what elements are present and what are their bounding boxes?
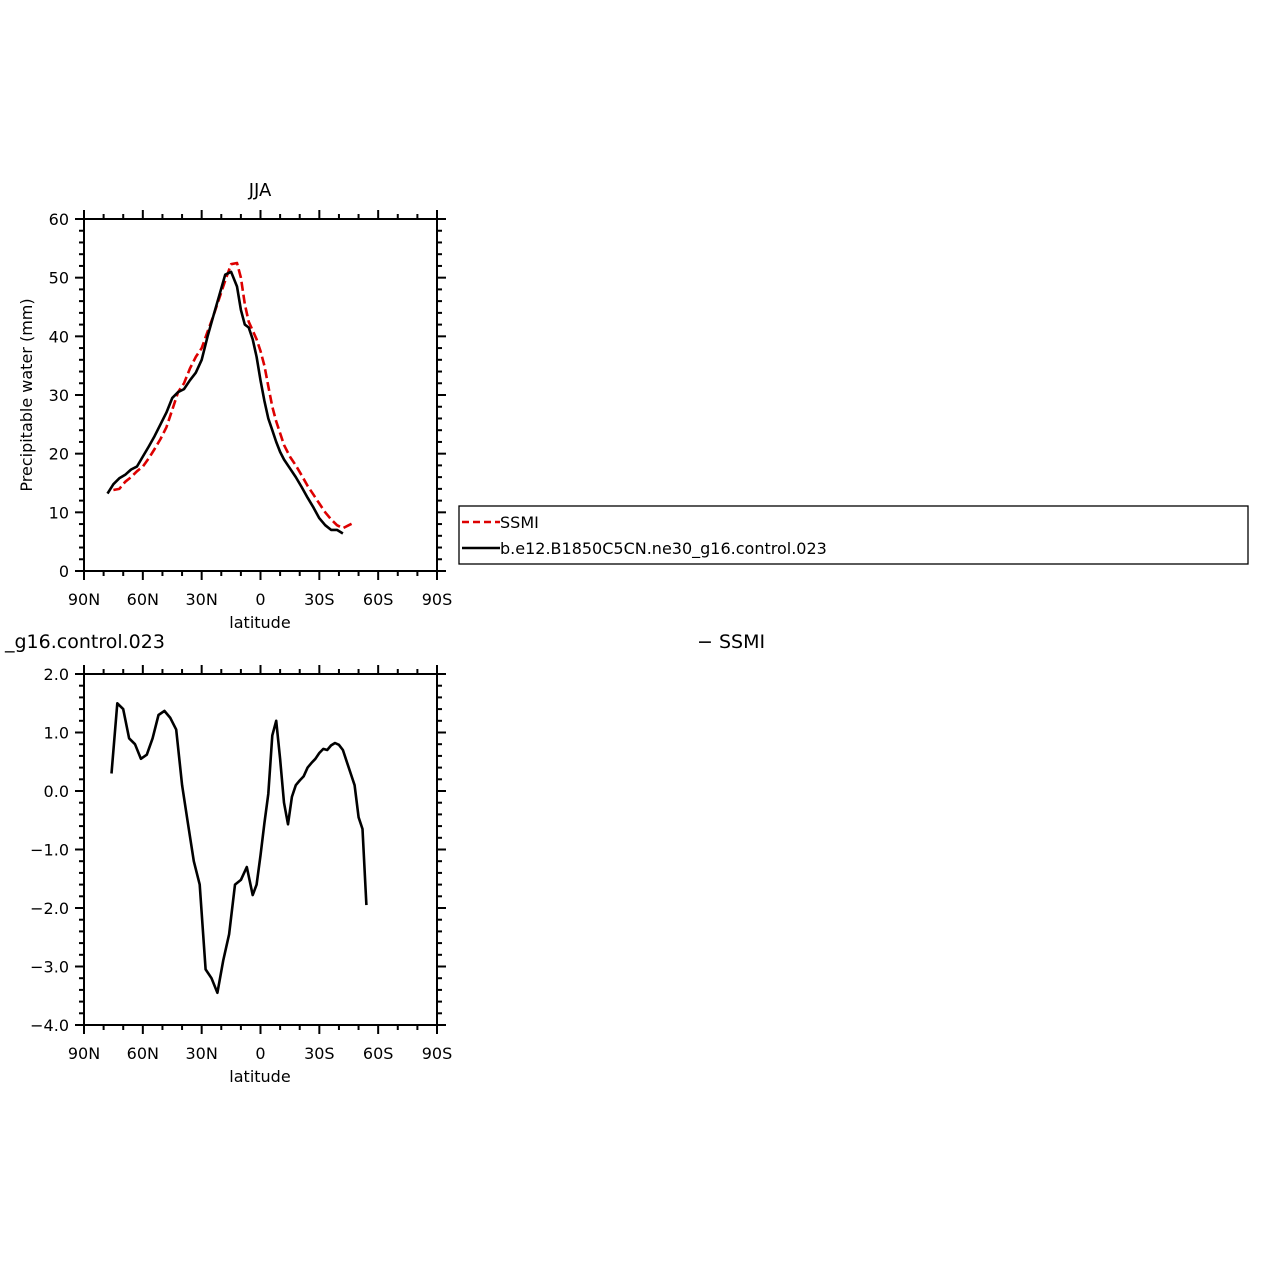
top-xtick-label: 60S	[363, 590, 394, 609]
top-title: JJA	[248, 180, 272, 201]
top-series-model-line	[106, 270, 344, 535]
top-xtick-label: 30S	[304, 590, 335, 609]
bottom-xtick-label: 90N	[68, 1044, 100, 1063]
bottom-ytick-label: 2.0	[44, 665, 69, 684]
top-ytick-label: 60	[49, 210, 69, 229]
bottom-xtick-label: 30N	[186, 1044, 218, 1063]
top-xtick-label: 0	[255, 590, 265, 609]
top-ytick-label: 50	[49, 269, 69, 288]
bottom-ytick-label: −1.0	[30, 841, 69, 860]
legend-box	[458, 505, 1249, 565]
top-ytick-label: 0	[59, 562, 69, 581]
top-ytick-label: 10	[49, 503, 69, 522]
top-ytick-label: 30	[49, 386, 69, 405]
bottom-ylabel: Precipitable water (mm)	[0, 753, 17, 946]
top-ylabel: Precipitable water (mm)	[17, 298, 36, 491]
legend: SSMI b.e12.B1850C5CN.ne30_g16.control.02…	[458, 505, 1249, 565]
bottom-plot-area: 90N 60N 30N 0 30S 60S 90S 2.0 1.0 0.0 −1.0 −2.0 −3.0…	[30, 665, 452, 1063]
bottom-xlabel: latitude	[229, 1067, 290, 1086]
top-xtick-label: 90N	[68, 590, 100, 609]
bottom-panel: _g16.control.023 − SSMI Precipitable wat…	[0, 631, 765, 1086]
bottom-ytick-label: −3.0	[30, 958, 69, 977]
legend-model-label: b.e12.B1850C5CN.ne30_g16.control.023	[500, 539, 827, 559]
bottom-ytick-label: 1.0	[44, 724, 69, 743]
top-ytick-label: 20	[49, 445, 69, 464]
bottom-ytick-label: −2.0	[30, 899, 69, 918]
bottom-xtick-label: 90S	[422, 1044, 453, 1063]
bottom-xtick-label: 60N	[127, 1044, 159, 1063]
bottom-series-model-line	[110, 702, 368, 995]
top-plot-frame	[83, 218, 438, 572]
legend-ssmi-label: SSMI	[500, 513, 539, 532]
bottom-ytick-label: 0.0	[44, 782, 69, 801]
bottom-subtitle: − SSMI	[697, 631, 765, 653]
top-xtick-label: 90S	[422, 590, 453, 609]
top-ytick-label: 40	[49, 327, 69, 346]
top-series-ssmi-line	[113, 261, 356, 530]
bottom-xtick-label: 30S	[304, 1044, 335, 1063]
bottom-xtick-label: 60S	[363, 1044, 394, 1063]
bottom-xtick-label: 0	[255, 1044, 265, 1063]
bottom-title: _g16.control.023	[4, 631, 165, 653]
top-xtick-label: 60N	[127, 590, 159, 609]
top-xtick-label: 30N	[186, 590, 218, 609]
top-xlabel: latitude	[229, 613, 290, 632]
top-plot-area: 90N 60N 30N 0 30S 60S 90S 0 10 20 30 40 50 60	[49, 210, 453, 609]
bottom-ytick-label: −4.0	[30, 1016, 69, 1035]
top-panel: JJA Precipitable water (mm) latitude 90N…	[17, 180, 452, 632]
